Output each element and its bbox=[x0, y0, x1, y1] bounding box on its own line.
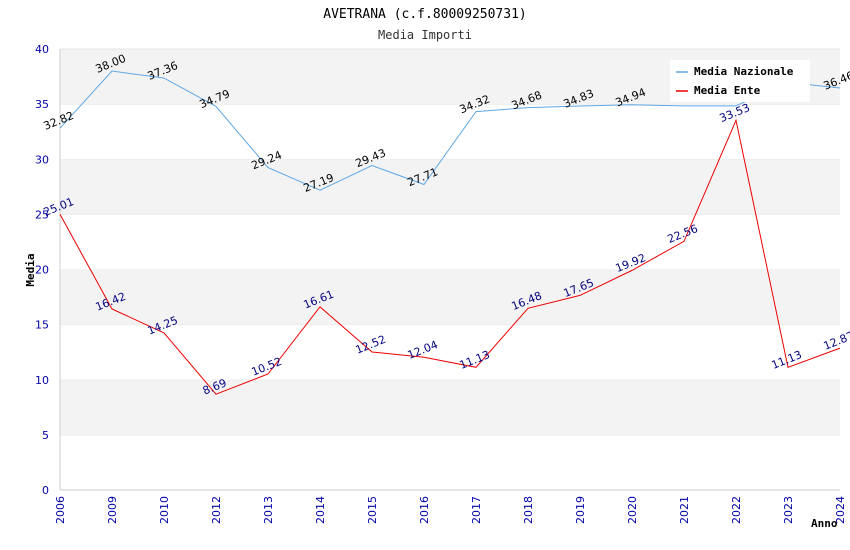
x-tick-label: 2022 bbox=[730, 496, 743, 524]
y-tick-label: 40 bbox=[35, 43, 49, 56]
grid-band bbox=[60, 379, 840, 435]
x-tick-label: 2009 bbox=[106, 496, 119, 524]
x-tick-labels: 2006 2009 2010 2012 2013 2014 2015 2016 2017 2018… bbox=[54, 496, 847, 524]
y-axis-title: Media bbox=[24, 253, 37, 286]
legend: Media Nazionale Media Ente bbox=[670, 60, 810, 102]
legend-label-media-nazionale: Media Nazionale bbox=[694, 65, 794, 78]
x-tick-label: 2023 bbox=[782, 496, 795, 524]
grid-band bbox=[60, 324, 840, 380]
grid-band bbox=[60, 104, 840, 160]
series-line-media-ente bbox=[59, 118, 841, 395]
series-line-media-nazionale bbox=[59, 70, 841, 191]
x-tick-label: 2019 bbox=[574, 496, 587, 524]
axes bbox=[59, 49, 840, 491]
y-tick-label: 30 bbox=[35, 153, 49, 166]
grid-band bbox=[60, 214, 840, 270]
x-tick-label: 2018 bbox=[522, 496, 535, 524]
legend-box bbox=[670, 60, 810, 102]
y-tick-label: 0 bbox=[42, 484, 49, 497]
x-tick-label: 2006 bbox=[54, 496, 67, 524]
grid-band bbox=[60, 434, 840, 490]
y-tick-label: 35 bbox=[35, 98, 49, 111]
x-tick-label: 2013 bbox=[262, 496, 275, 524]
grid-band bbox=[60, 159, 840, 215]
x-tick-label: 2020 bbox=[626, 496, 639, 524]
legend-label-media-ente: Media Ente bbox=[694, 84, 761, 97]
y-tick-label: 15 bbox=[35, 319, 49, 332]
chart-subtitle: Media Importi bbox=[378, 28, 472, 42]
x-tick-label: 2014 bbox=[314, 496, 327, 524]
grid-band bbox=[60, 269, 840, 325]
x-axis-title: Anno bbox=[811, 517, 838, 530]
y-tick-label: 25 bbox=[35, 208, 49, 221]
y-tick-label: 5 bbox=[42, 429, 49, 442]
y-tick-labels: 0 5 10 15 20 25 30 35 40 bbox=[35, 43, 49, 497]
x-tick-label: 2024 bbox=[834, 496, 847, 524]
y-tick-label: 10 bbox=[35, 374, 49, 387]
x-tick-label: 2021 bbox=[678, 496, 691, 524]
chart-title: AVETRANA (c.f.80009250731) bbox=[323, 7, 527, 22]
x-tick-label: 2016 bbox=[418, 496, 431, 524]
x-tick-label: 2015 bbox=[366, 496, 379, 524]
series-lines bbox=[59, 70, 841, 395]
x-tick-label: 2012 bbox=[210, 496, 223, 524]
x-tick-label: 2010 bbox=[158, 496, 171, 524]
y-tick-label: 20 bbox=[35, 264, 49, 277]
x-tick-label: 2017 bbox=[470, 496, 483, 524]
